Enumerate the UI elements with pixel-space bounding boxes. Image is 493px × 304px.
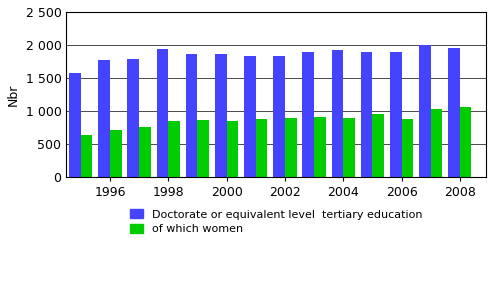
Bar: [372, 114, 384, 177]
Bar: [69, 73, 81, 177]
Legend: Doctorate or equivalent level  tertiary education, of which women: Doctorate or equivalent level tertiary e…: [130, 209, 423, 234]
Bar: [168, 121, 180, 177]
Bar: [448, 48, 460, 177]
Bar: [419, 45, 431, 177]
Bar: [256, 119, 267, 177]
Bar: [314, 117, 326, 177]
Bar: [81, 135, 93, 177]
Bar: [331, 50, 343, 177]
Bar: [215, 54, 227, 177]
Bar: [128, 59, 139, 177]
Bar: [273, 56, 285, 177]
Bar: [139, 127, 151, 177]
Bar: [390, 52, 401, 177]
Y-axis label: Nbr: Nbr: [7, 83, 20, 106]
Bar: [285, 118, 297, 177]
Bar: [244, 56, 256, 177]
Bar: [98, 60, 110, 177]
Bar: [431, 109, 442, 177]
Bar: [343, 118, 355, 177]
Bar: [197, 120, 209, 177]
Bar: [460, 107, 471, 177]
Bar: [186, 54, 197, 177]
Bar: [110, 130, 122, 177]
Bar: [157, 49, 168, 177]
Bar: [227, 121, 238, 177]
Bar: [361, 52, 372, 177]
Bar: [302, 52, 314, 177]
Bar: [401, 119, 413, 177]
